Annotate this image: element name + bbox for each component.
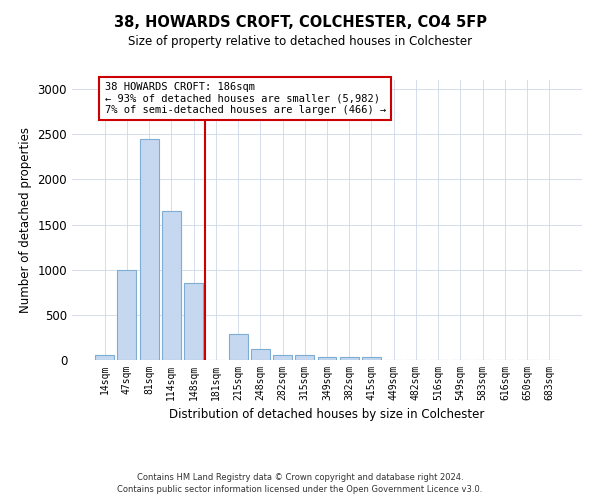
Bar	[273, 355, 292, 360]
Bar	[184, 283, 203, 360]
Bar	[95, 356, 114, 360]
Bar	[229, 334, 248, 360]
Bar	[295, 355, 314, 360]
Bar	[118, 270, 136, 360]
Text: 38, HOWARDS CROFT, COLCHESTER, CO4 5FP: 38, HOWARDS CROFT, COLCHESTER, CO4 5FP	[113, 15, 487, 30]
Y-axis label: Number of detached properties: Number of detached properties	[19, 127, 32, 313]
Bar	[140, 138, 158, 360]
Bar	[162, 211, 181, 360]
Text: Contains public sector information licensed under the Open Government Licence v3: Contains public sector information licen…	[118, 485, 482, 494]
Text: Size of property relative to detached houses in Colchester: Size of property relative to detached ho…	[128, 35, 472, 48]
Text: Contains HM Land Registry data © Crown copyright and database right 2024.: Contains HM Land Registry data © Crown c…	[137, 472, 463, 482]
Bar	[251, 349, 270, 360]
Bar	[362, 358, 381, 360]
X-axis label: Distribution of detached houses by size in Colchester: Distribution of detached houses by size …	[169, 408, 485, 422]
Bar	[317, 357, 337, 360]
Bar	[340, 358, 359, 360]
Text: 38 HOWARDS CROFT: 186sqm
← 93% of detached houses are smaller (5,982)
7% of semi: 38 HOWARDS CROFT: 186sqm ← 93% of detach…	[104, 82, 386, 115]
